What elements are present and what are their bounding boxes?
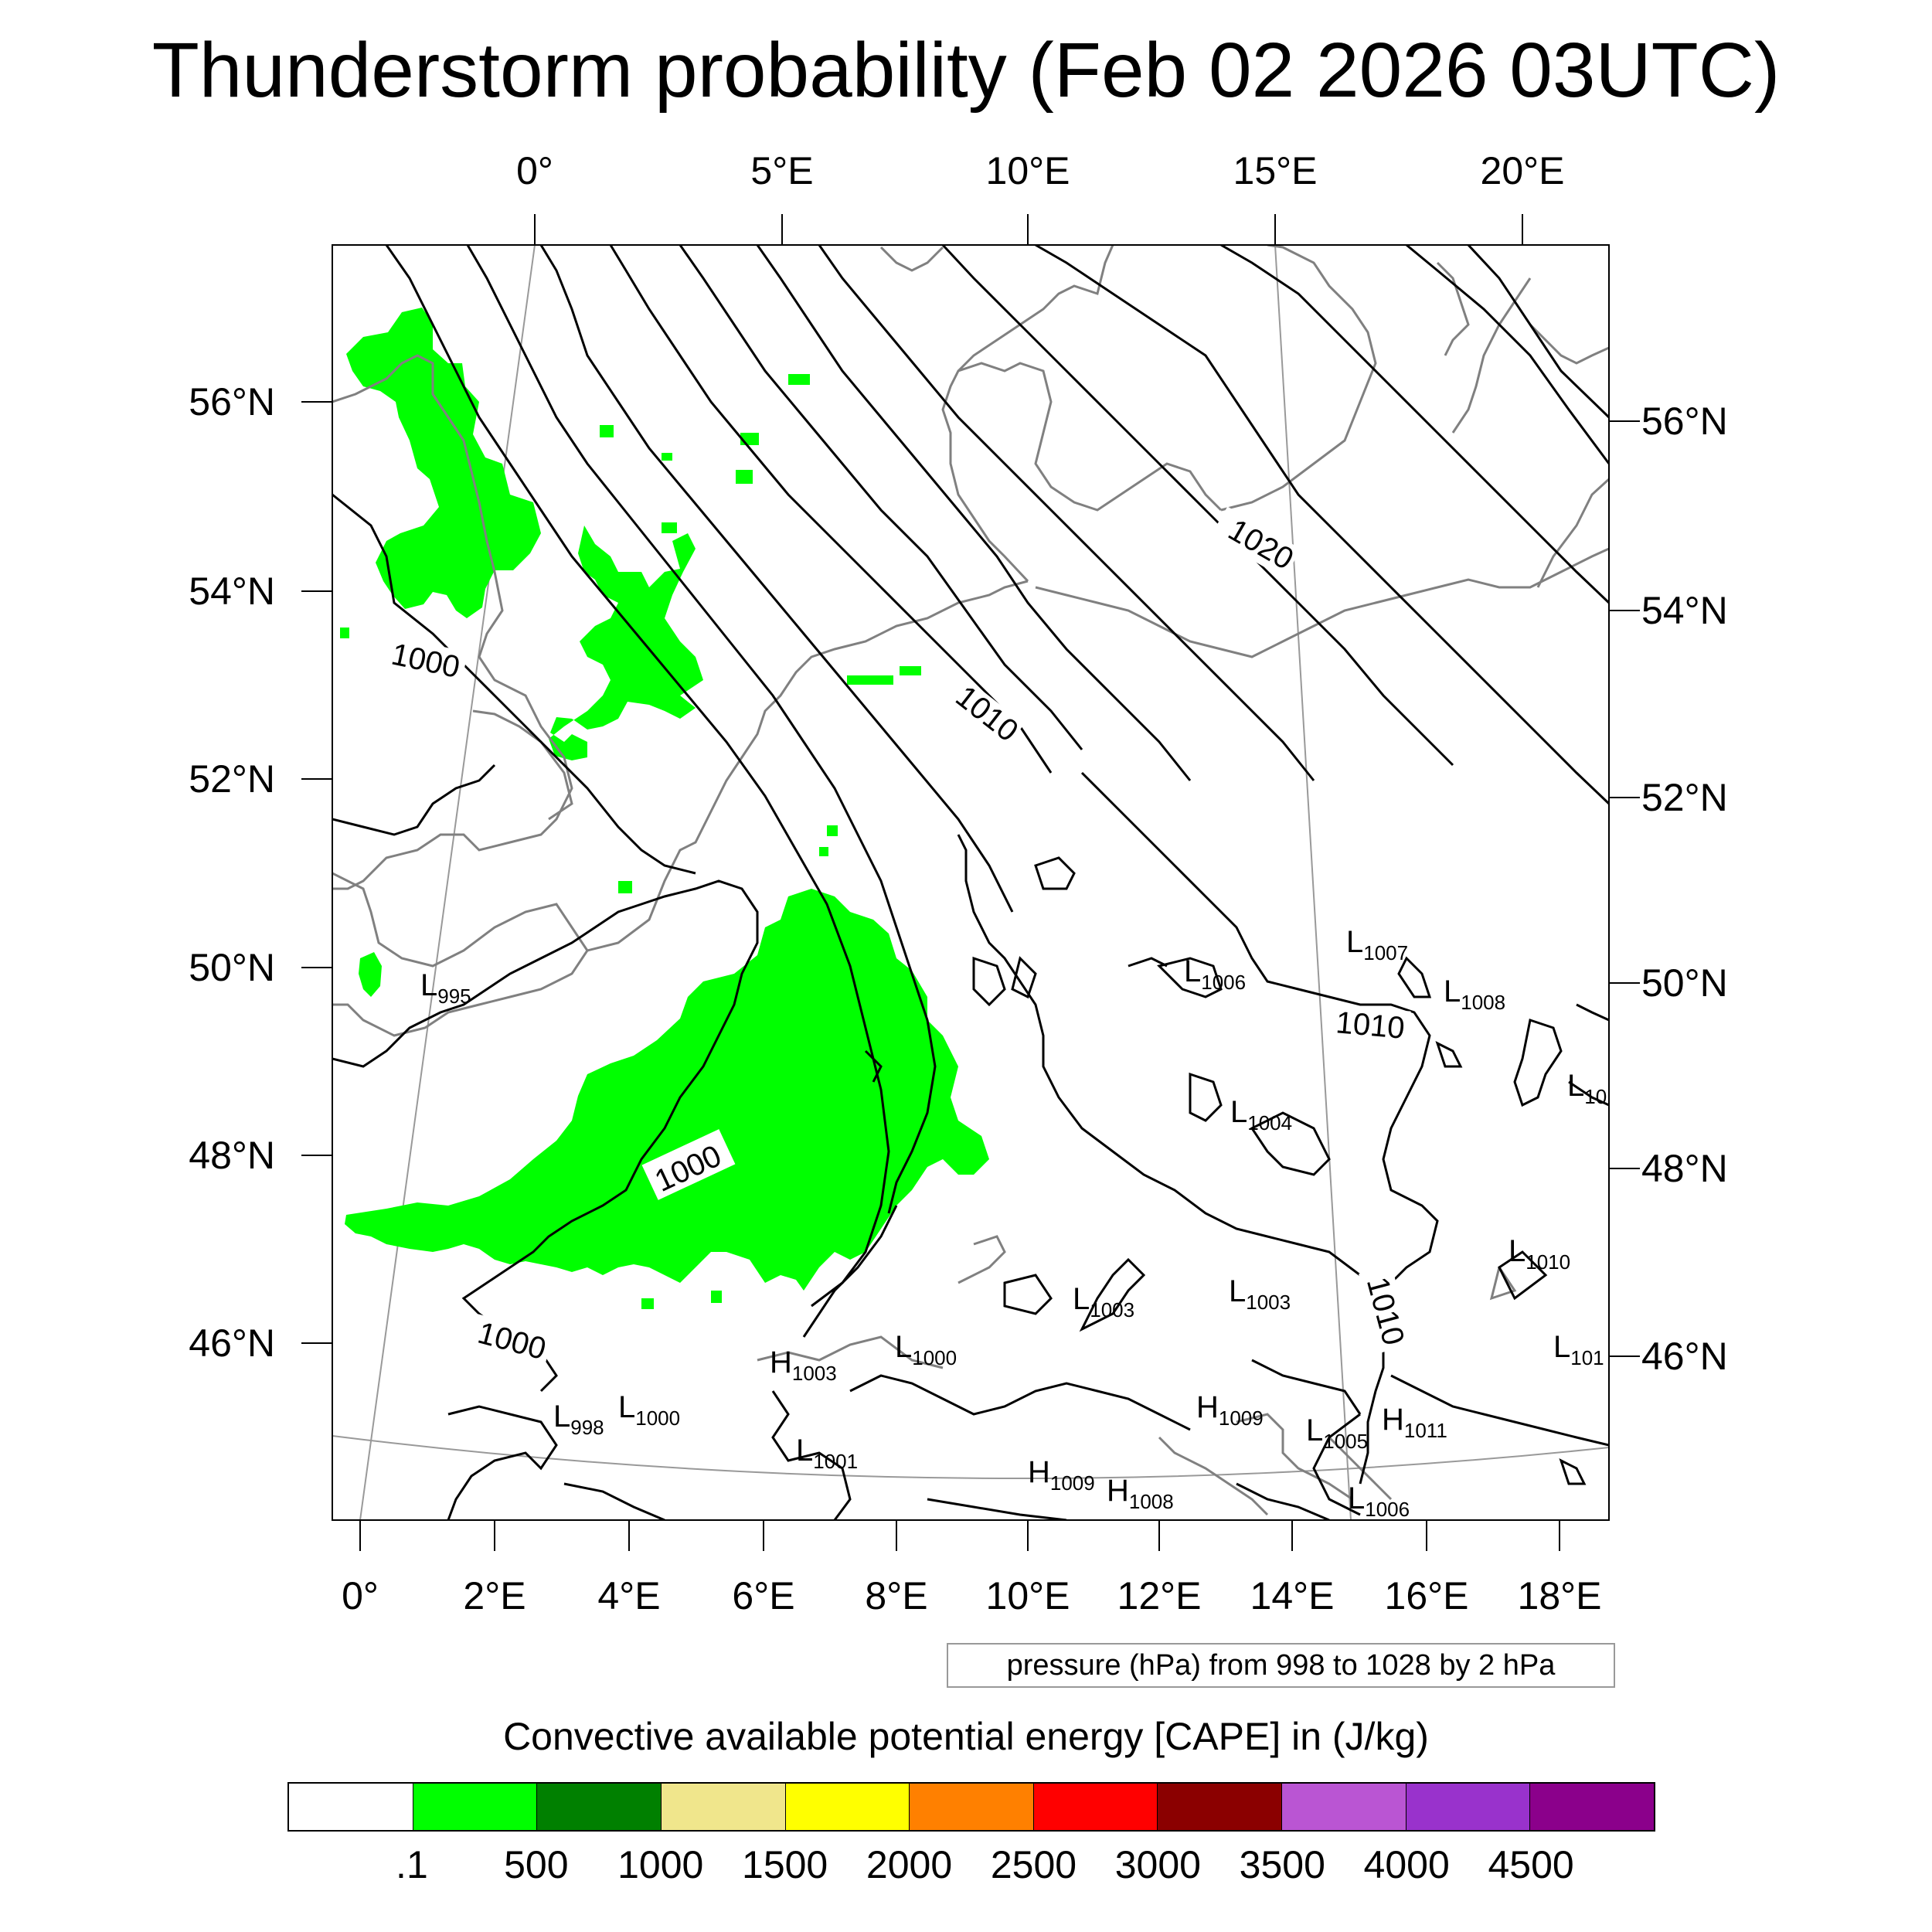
pressure-center-label: L1006 (1348, 1481, 1410, 1521)
colorbar-swatch (910, 1784, 1034, 1830)
colorbar-swatch (1406, 1784, 1531, 1830)
pressure-center-label: L1004 (1230, 1095, 1292, 1134)
cape-region-southeast-lobe (873, 1051, 958, 1182)
colorbar-labels: .1 500 1000 1500 2000 2500 3000 3500 4000 4500 (0, 1842, 1932, 1889)
left-axis-label: 52°N (189, 757, 275, 801)
bottom-axis-label: 6°E (732, 1574, 794, 1617)
left-axis-label: 50°N (189, 946, 275, 989)
colorbar-title: Convective available potential energy [C… (503, 1715, 1429, 1758)
top-axis-labels: 0° 5°E 10°E 15°E 20°E (516, 149, 1564, 192)
colorbar-label: 500 (504, 1843, 569, 1886)
right-axis-label: 54°N (1641, 589, 1728, 632)
pressure-center-label: L1001 (796, 1434, 858, 1473)
colorbar-swatch (537, 1784, 662, 1830)
colorbar-swatch (1158, 1784, 1283, 1830)
bottom-axis-labels: 0° 2°E 4°E 6°E 8°E 10°E 12°E 14°E 16°E 1… (342, 1574, 1601, 1617)
right-axis-label: 52°N (1641, 776, 1728, 819)
colorbar-label: 1000 (617, 1843, 704, 1886)
pressure-center-label: L101 (1553, 1330, 1604, 1369)
right-axis-label: 46°N (1641, 1335, 1728, 1378)
pressure-center-label: H1011 (1382, 1403, 1447, 1442)
pressure-center-label: L1000 (895, 1330, 957, 1369)
cape-fill-regions (340, 308, 989, 1309)
colorbar-label: 4500 (1488, 1843, 1574, 1886)
bottom-axis-label: 18°E (1518, 1574, 1602, 1617)
left-axis-label: 54°N (189, 570, 275, 613)
cape-region-channel (549, 526, 703, 760)
right-axis-label: 48°N (1641, 1147, 1728, 1190)
pressure-center-label: L1005 (1306, 1413, 1368, 1453)
pressure-center-label: H1003 (770, 1345, 837, 1385)
colorbar-label: 3500 (1239, 1843, 1325, 1886)
pressure-center-label: L1003 (1229, 1274, 1291, 1314)
top-axis-label: 15°E (1233, 149, 1318, 192)
pressure-contour-note: pressure (hPa) from 998 to 1028 by 2 hPa (947, 1643, 1615, 1688)
colorbar-label: 2000 (866, 1843, 953, 1886)
bottom-axis-label: 2°E (463, 1574, 526, 1617)
pressure-center-label: L998 (553, 1400, 604, 1439)
colorbar-label: 3000 (1114, 1843, 1201, 1886)
cape-region-south (345, 889, 989, 1291)
colorbar (287, 1782, 1655, 1832)
colorbar-swatch (1530, 1784, 1655, 1830)
right-axis-label: 50°N (1641, 961, 1728, 1005)
pressure-center-label: L1006 (1184, 954, 1246, 994)
bottom-axis-label: 16°E (1385, 1574, 1469, 1617)
top-axis-label: 5°E (750, 149, 813, 192)
pressure-center-label: L995 (420, 968, 471, 1008)
colorbar-label: 2500 (990, 1843, 1077, 1886)
coastlines (332, 245, 1609, 1516)
cape-region-sw-dot (359, 952, 382, 997)
left-axis-label: 46°N (189, 1321, 275, 1365)
pressure-center-label: L10 (1567, 1069, 1607, 1108)
pressure-center-label: L1007 (1346, 925, 1408, 964)
left-axis-labels: 56°N 54°N 52°N 50°N 48°N 46°N (189, 380, 275, 1365)
pressure-center-label: L1010 (1509, 1234, 1570, 1274)
colorbar-swatch (661, 1784, 786, 1830)
right-axis-label: 56°N (1641, 400, 1728, 443)
map-title: Thunderstorm probability (Feb 02 2026 03… (151, 27, 1781, 114)
colorbar-swatch (785, 1784, 910, 1830)
bottom-axis-label: 0° (342, 1574, 379, 1617)
contour-label-masks (379, 506, 1413, 1367)
pressure-center-label: L1000 (618, 1390, 680, 1430)
bottom-axis-label: 12°E (1117, 1574, 1202, 1617)
tick-marks (301, 214, 1640, 1551)
left-axis-label: 56°N (189, 380, 275, 423)
colorbar-swatch (413, 1784, 538, 1830)
pressure-center-label: L1008 (1444, 975, 1505, 1014)
colorbar-label: 4000 (1363, 1843, 1450, 1886)
pressure-centers: L995 L1007 L1006 L1008 L1004 L10 L1010 L… (420, 925, 1607, 1521)
top-axis-label: 0° (516, 149, 553, 192)
pressure-center-label: H1009 (1028, 1455, 1095, 1495)
top-axis-label: 10°E (986, 149, 1070, 192)
colorbar-label: 1500 (742, 1843, 828, 1886)
pressure-center-label: H1008 (1107, 1474, 1174, 1513)
left-axis-label: 48°N (189, 1134, 275, 1177)
bottom-axis-label: 10°E (986, 1574, 1070, 1617)
colorbar-label: .1 (396, 1843, 428, 1886)
right-axis-labels: 56°N 54°N 52°N 50°N 48°N 46°N (1641, 400, 1728, 1378)
isobars (332, 245, 1609, 1520)
map-frame (332, 244, 1610, 1521)
top-axis-label: 20°E (1481, 149, 1565, 192)
colorbar-swatch (289, 1784, 413, 1830)
pressure-center-label: H1009 (1196, 1390, 1264, 1430)
bottom-axis-label: 8°E (865, 1574, 927, 1617)
bottom-axis-label: 14°E (1250, 1574, 1335, 1617)
bottom-axis-label: 4°E (597, 1574, 660, 1617)
pressure-center-label: L1003 (1073, 1282, 1134, 1321)
cape-region-north (346, 308, 541, 618)
colorbar-swatch (1033, 1784, 1158, 1830)
colorbar-swatch (1282, 1784, 1406, 1830)
isobar-label: 1010 (1335, 1005, 1406, 1046)
